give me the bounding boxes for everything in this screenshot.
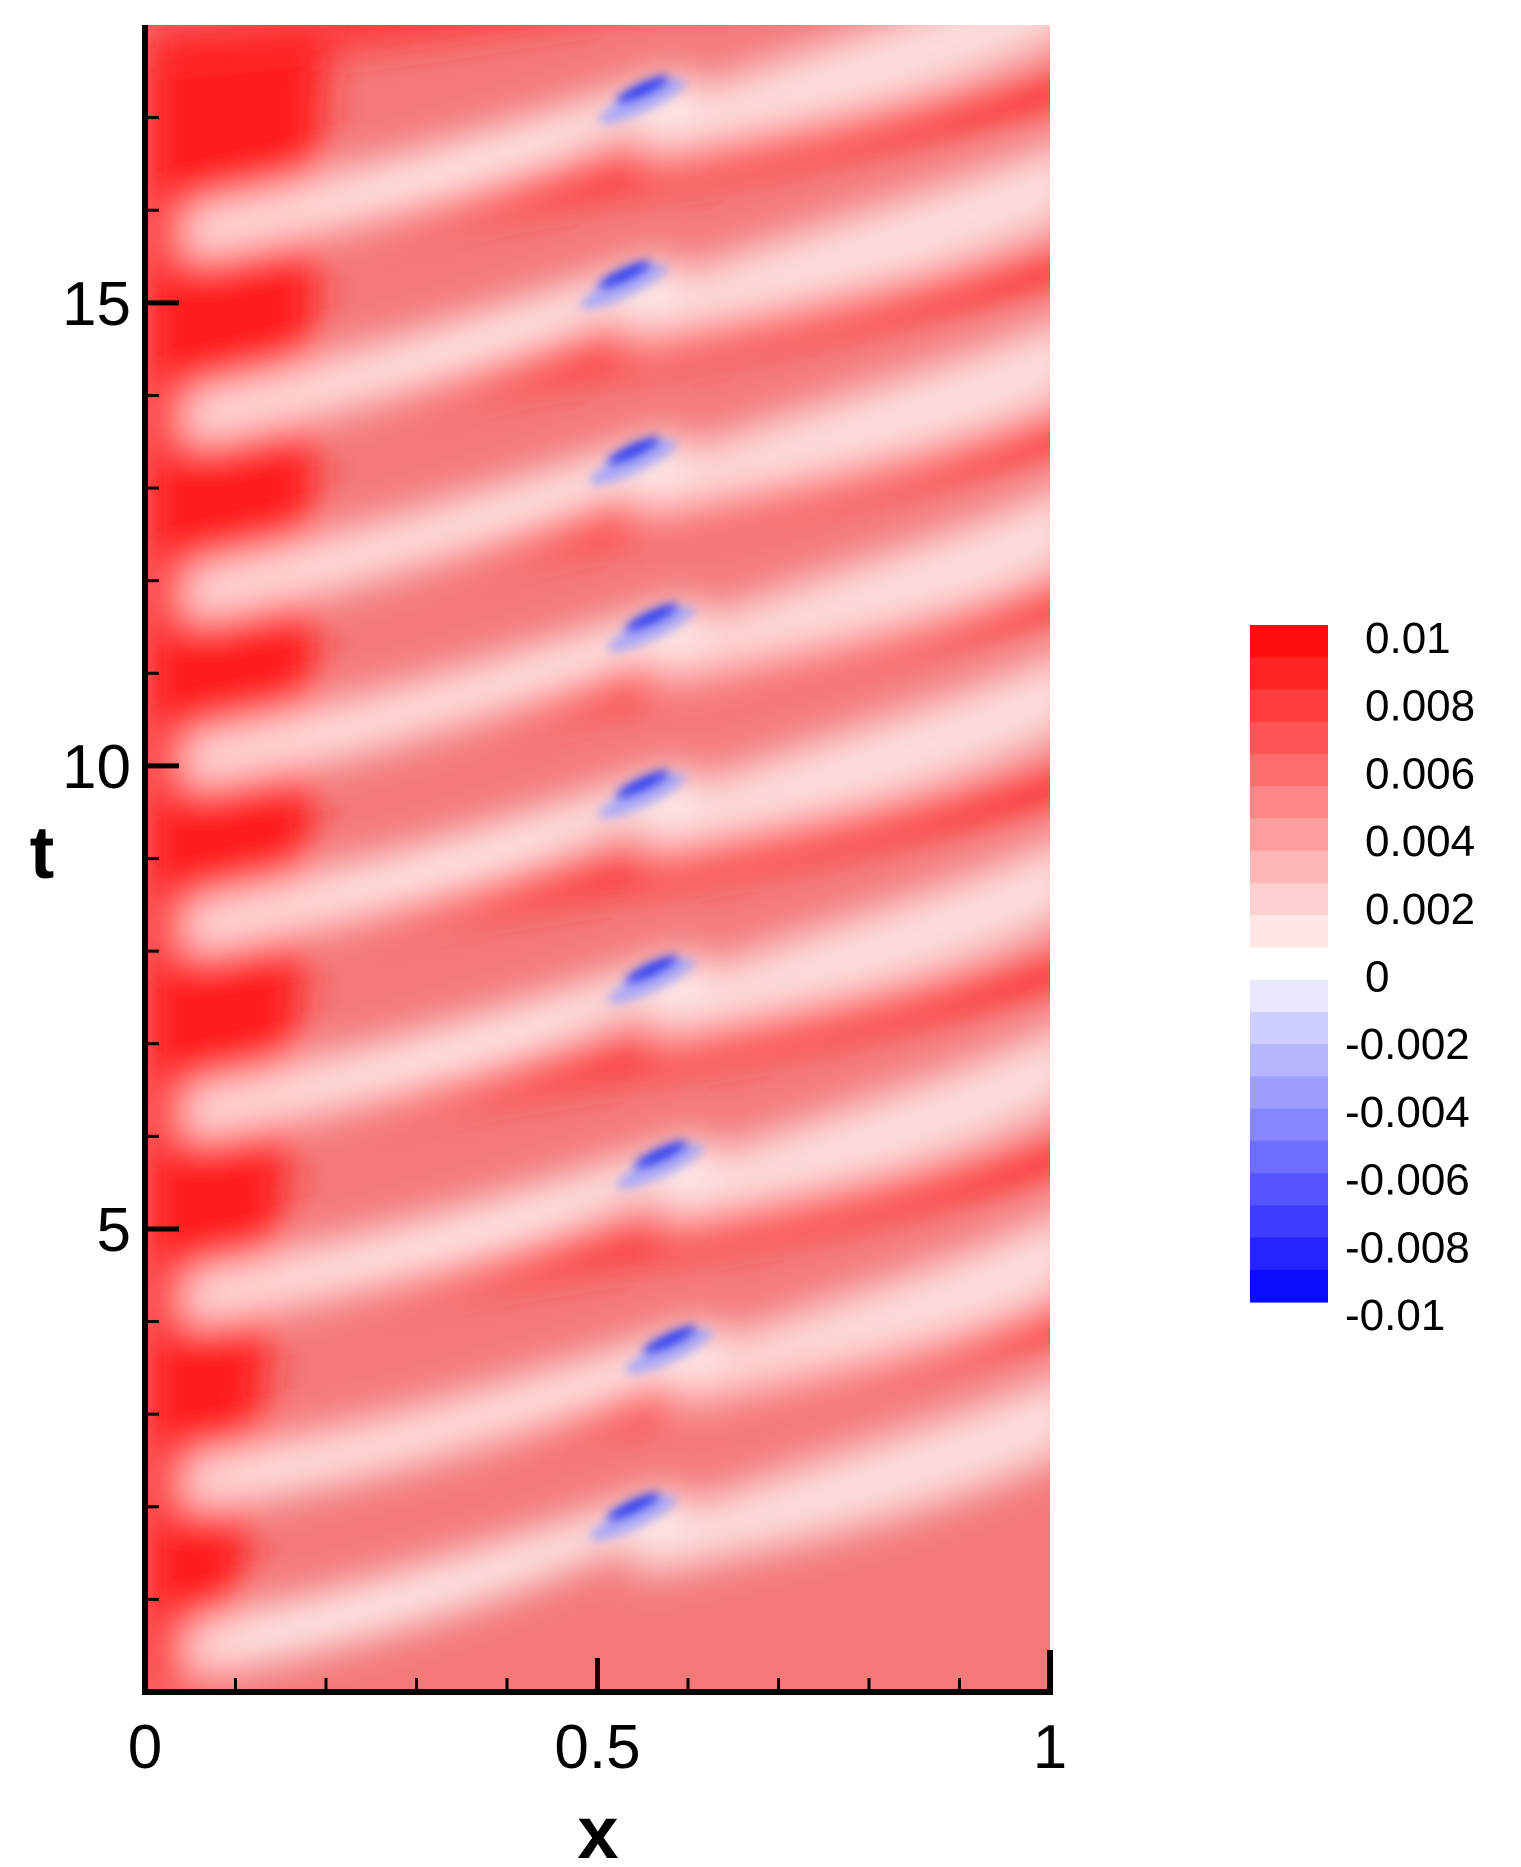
colorbar-swatch [1250,915,1328,948]
blue-spot [624,955,680,984]
colorbar-label: 0.006 [1365,749,1475,798]
blue-spot-halo [607,606,696,652]
colorbar-swatch [1250,1205,1328,1239]
field-white-streak [185,764,703,955]
y-axis-title: t [30,811,55,894]
field-white-streak [185,597,712,788]
field-white-streak [185,1320,730,1511]
y-tick-label: 5 [97,1196,131,1265]
colorbar-swatch [1250,1269,1328,1303]
field-white-streak [651,491,1050,688]
colorbar-swatch [1250,1140,1328,1174]
colorbar-swatch [1250,625,1328,658]
colorbar-swatch [1250,1108,1328,1142]
colorbar-label: -0.002 [1345,1020,1470,1069]
colorbar-swatch [1250,1173,1328,1206]
field-white-streak [185,431,694,622]
blue-spot-halo [580,263,669,309]
field-white-streak [633,322,1050,522]
field-red-band [145,25,518,70]
field-white-streak [185,255,685,446]
blue-spot [615,75,671,105]
x-tick-label: 0.5 [554,1713,640,1782]
blue-spot-halo [616,1143,705,1189]
colorbar-swatch [1250,979,1328,1013]
blue-spot-halo [598,78,687,124]
y-tick-label: 15 [62,270,131,339]
colorbar-label: 0.002 [1365,885,1475,934]
colorbar-label: 0.004 [1365,817,1475,866]
blue-spot-halo [589,439,678,485]
blue-spot-halo [589,1495,678,1541]
colorbar-swatch [1250,657,1328,691]
colorbar-swatch [1250,786,1328,820]
colorbar-swatch [1250,1044,1328,1077]
colorbar-label: 0.008 [1365,682,1475,731]
colorbar-swatch [1250,721,1328,755]
field-white-streak [642,25,1050,160]
colorbar-label: 0 [1365,953,1389,1002]
field-white-streak [185,1134,721,1325]
colorbar-label: -0.004 [1345,1088,1470,1137]
colorbar-label: 0.01 [1365,614,1451,663]
colorbar-swatch [1250,850,1328,884]
field-bands [145,25,1050,1690]
x-tick-label: 1 [1033,1713,1067,1782]
x-tick-label: 0 [128,1713,162,1782]
field-white-streak [185,69,703,260]
field-white-streak [185,949,712,1140]
contour-field [145,25,1050,1690]
colorbar-swatch [1250,1237,1328,1271]
blue-spot [633,1140,689,1170]
blue-spot [624,603,680,632]
field-white-streak [660,1029,1050,1225]
colorbar-label: -0.006 [1345,1156,1470,1205]
field-white-streak [642,657,1050,855]
field-white-streak [624,146,1050,346]
x-axis-title: x [577,1791,618,1867]
blue-spot-halo [598,772,687,819]
x-ticks: 0 0.5 1 [128,1658,1067,1782]
colorbar-swatch [1250,753,1328,787]
field-white-streak [669,1215,1050,1411]
colorbar-label: -0.01 [1345,1291,1445,1340]
blue-spot [615,770,671,799]
colorbar-swatch [1250,1076,1328,1110]
colorbar: 0.01 0.008 0.006 0.004 0.002 0 -0.002 -0.004 -0.… [1250,614,1475,1340]
blue-spot-halo [625,1328,714,1374]
blue-spot-halo [607,958,696,1004]
colorbar-swatch [1250,947,1328,981]
colorbar-swatch [1250,689,1328,723]
blue-spot [642,1325,698,1355]
colorbar-label: -0.008 [1345,1223,1470,1272]
blue-spot [597,260,652,290]
y-tick-label: 10 [62,733,131,802]
colorbar-swatch [1250,818,1328,852]
y-ticks: 5 10 15 [62,116,179,1601]
field-white-streak [185,1486,694,1677]
field-white-streak [633,1378,1050,1577]
blue-spot [606,1492,662,1521]
field-spots [580,75,714,1541]
field-white-streak [651,843,1050,1040]
colorbar-swatch [1250,882,1328,916]
colorbar-swatch [1250,1011,1328,1045]
blue-spot [606,436,662,466]
